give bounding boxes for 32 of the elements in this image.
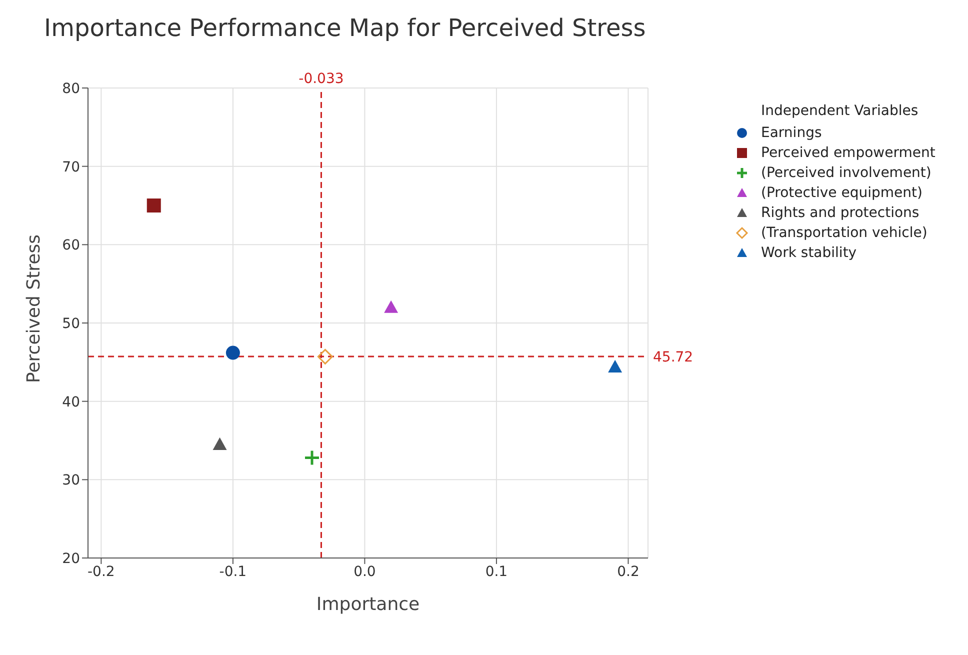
y-tick-label: 50 <box>62 316 80 332</box>
point <box>226 346 240 360</box>
x-tick-label: 0.2 <box>617 564 640 580</box>
legend-label: Perceived empowerment <box>761 145 936 161</box>
y-axis-title: Perceived Stress <box>23 234 44 383</box>
point <box>608 360 622 372</box>
y-tick-label: 20 <box>62 550 80 567</box>
chart-title: Importance Performance Map for Perceived Stress <box>44 14 646 42</box>
x-tick-label: -0.1 <box>219 564 247 580</box>
x-tick-label: 0.1 <box>485 564 508 580</box>
legend-title: Independent Variables <box>761 103 920 119</box>
y-tick-label: 30 <box>62 472 80 489</box>
ref-line-label: -0.033 <box>298 71 344 87</box>
ref-line-label: 45.72 <box>653 349 694 366</box>
point <box>317 348 333 364</box>
x-tick-label: -0.2 <box>88 564 115 580</box>
x-tick-label: 0.0 <box>354 564 376 580</box>
legend-label: (Perceived involvement) <box>761 165 932 181</box>
legend-label: Rights and protections <box>761 205 920 221</box>
y-tick-label: 40 <box>62 394 80 410</box>
point <box>146 198 161 212</box>
y-tick-label: 70 <box>62 159 80 176</box>
y-tick-label: 60 <box>62 238 80 254</box>
point <box>384 300 398 313</box>
legend-label: Work stability <box>761 245 857 261</box>
point <box>212 437 227 450</box>
y-tick-label: 80 <box>62 80 80 97</box>
legend-label: (Protective equipment) <box>761 185 922 201</box>
x-axis-title: Importance <box>316 594 420 615</box>
legend-label: Earnings <box>761 125 822 141</box>
legend-label: (Transportation vehicle) <box>761 225 928 241</box>
point <box>304 449 320 466</box>
